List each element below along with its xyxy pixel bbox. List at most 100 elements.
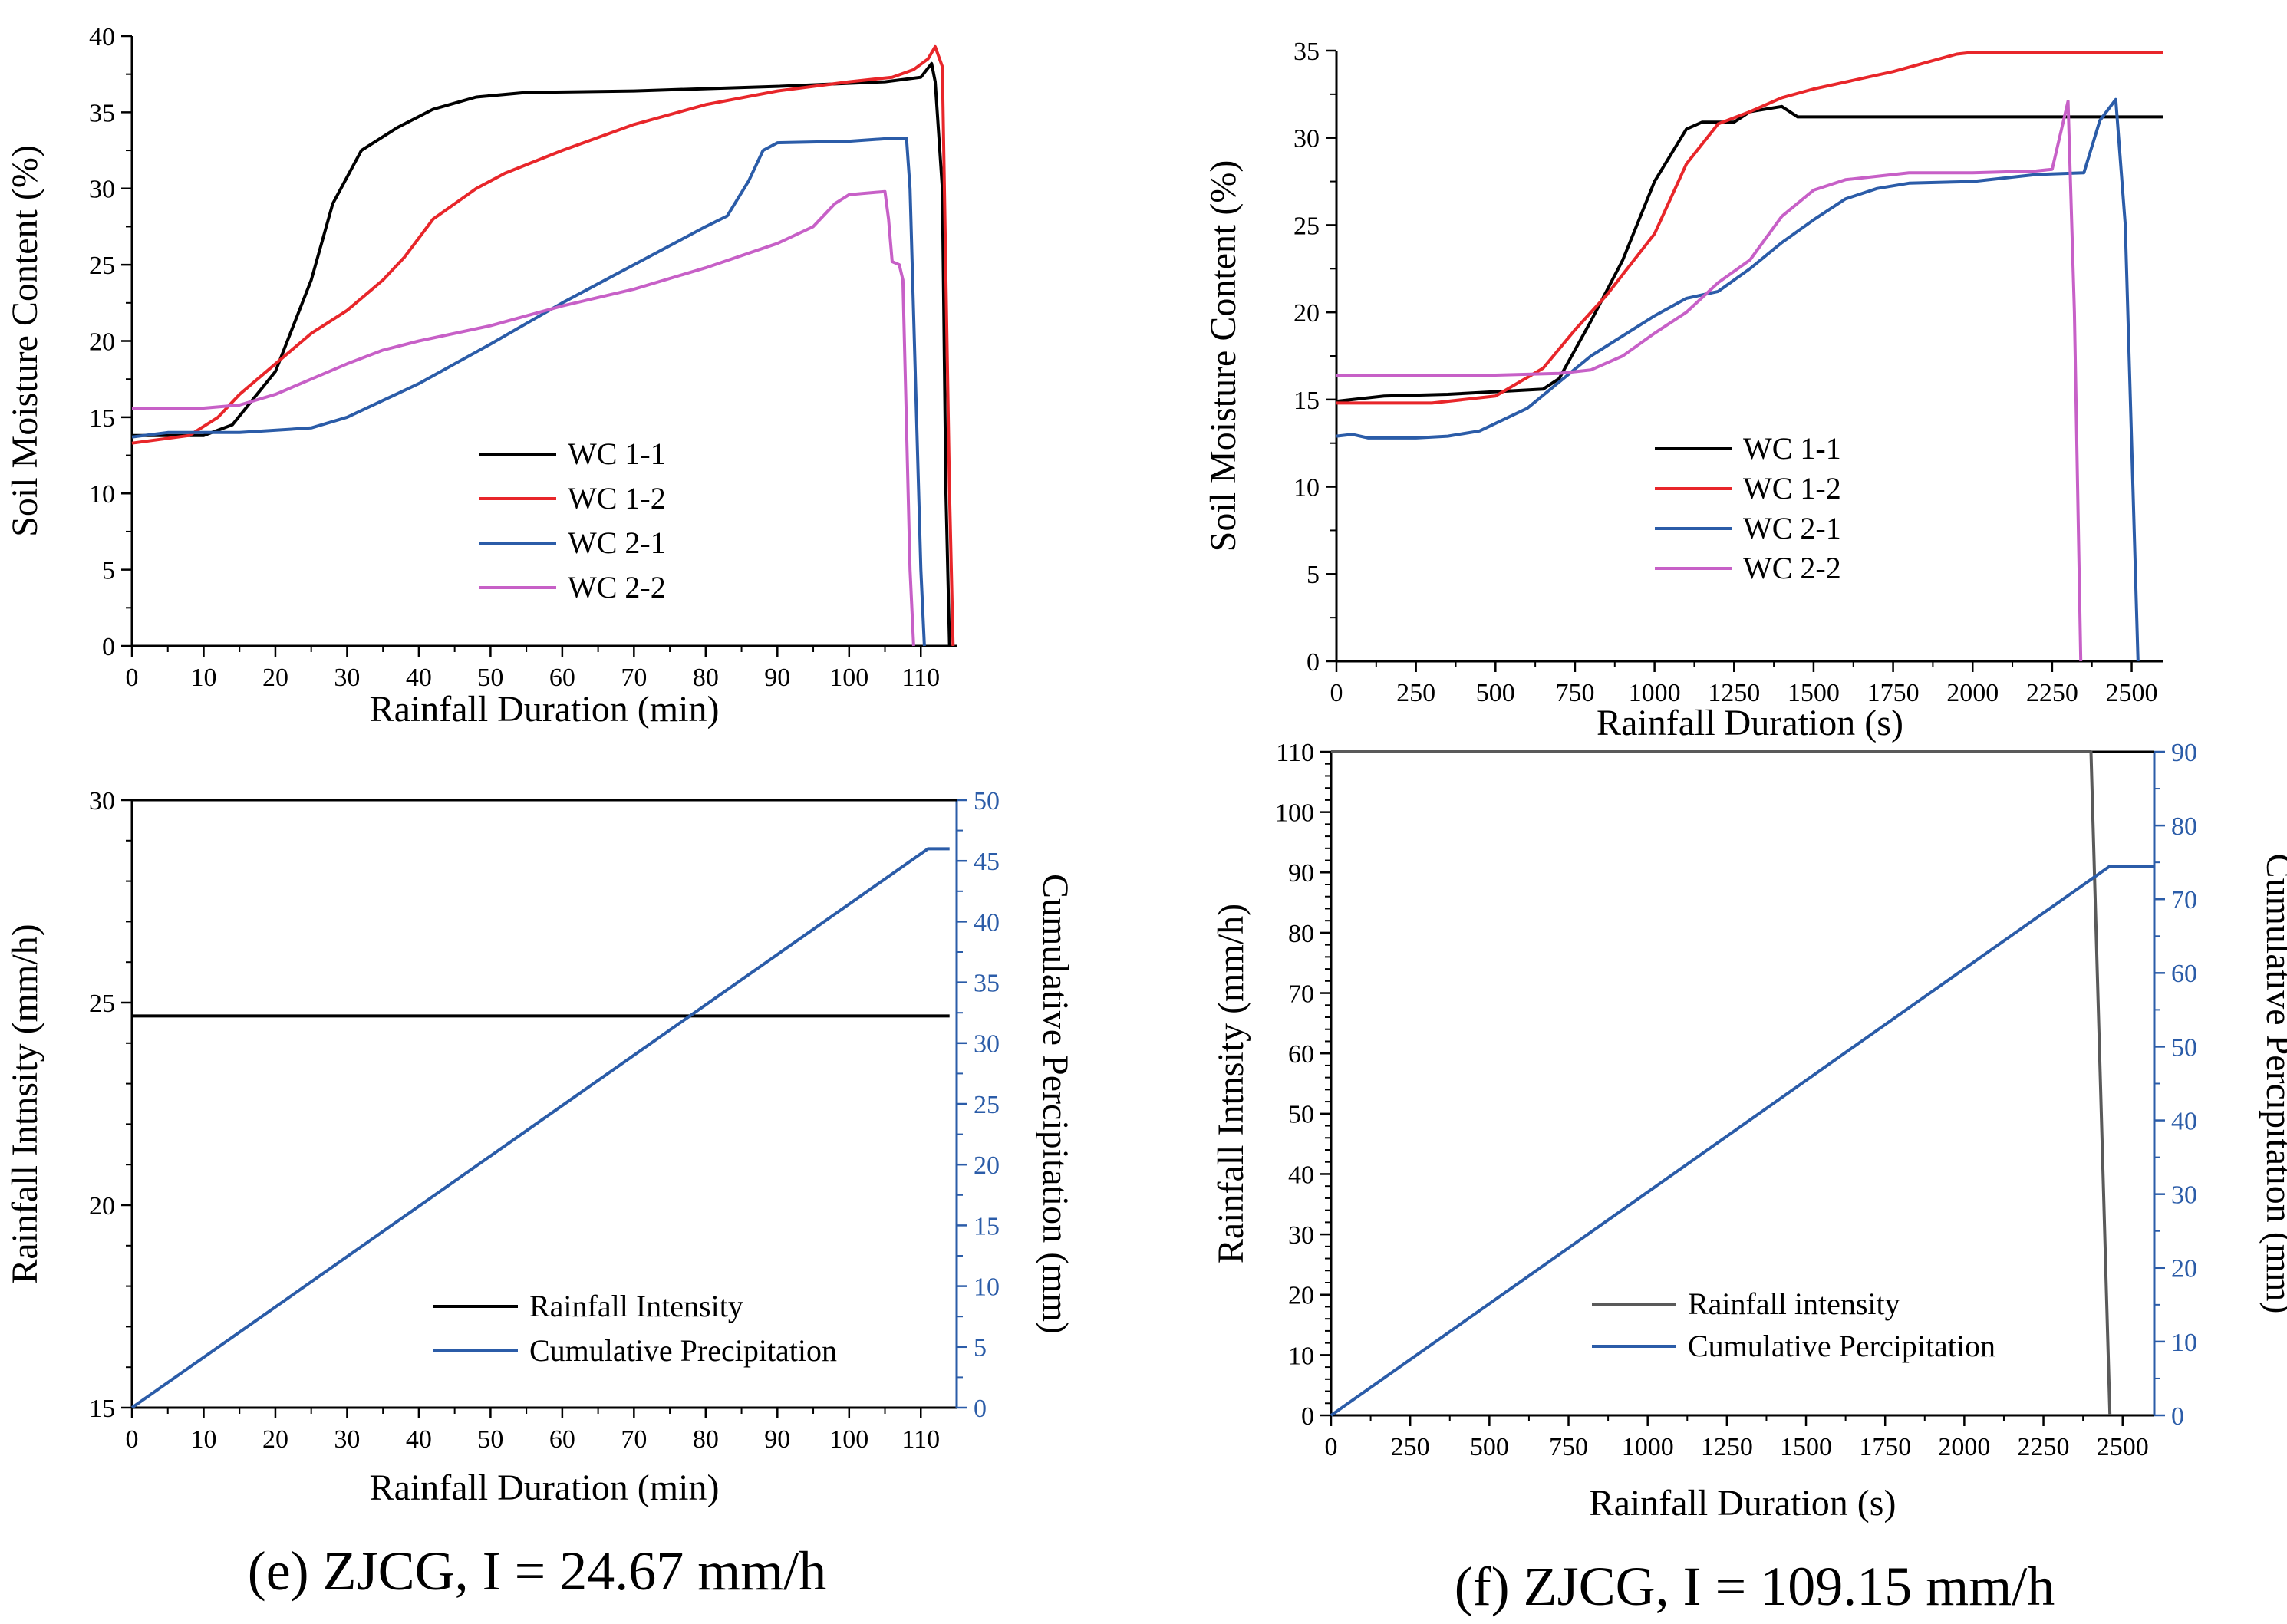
y2-tick-label: 0: [2171, 1402, 2184, 1431]
y-tick-label: 20: [89, 1192, 115, 1220]
y-axis-label: Soil Moisture Content (%): [5, 145, 45, 537]
y-tick-label: 5: [102, 557, 115, 585]
x-tick-label: 10: [190, 664, 216, 692]
series-line-cumulative-precipitation: [130, 847, 950, 1409]
x-tick-label: 0: [126, 1425, 139, 1454]
y-tick-label: 10: [89, 480, 115, 509]
x-tick-label: 2000: [1946, 679, 1999, 707]
y-tick-label: 5: [1307, 561, 1320, 589]
series-line-wc-1-1: [132, 61, 951, 647]
x-tick-label: 30: [334, 664, 360, 692]
chart-top-left: 0 10 20 30 40 50 60 70 80 90 100 110 0 5 10 15 20 25 30 35 4…: [5, 23, 957, 730]
y-tick-label: 15: [1293, 387, 1320, 415]
x-tick-label: 50: [477, 664, 503, 692]
x-tick-label: 1000: [1629, 679, 1681, 707]
x-axis-label: Rainfall Duration (min): [370, 1468, 720, 1508]
y-axis-label: Rainfall Intnsity (mm/h): [5, 924, 45, 1283]
x-tick-label: 80: [693, 1425, 719, 1454]
y2-tick-label: 35: [974, 970, 1000, 998]
legend-label: WC 2-2: [1743, 551, 1841, 585]
y2-tick-label: 30: [974, 1030, 1000, 1059]
x-tick-label: 2250: [2018, 1433, 2070, 1461]
y-tick-label: 25: [89, 990, 115, 1018]
chart-top-right: 0 250 500 750 1000 1250 1500 1750 2000 2250 2500 0 5…: [1203, 38, 2163, 743]
x-tick-label: 1500: [1788, 679, 1840, 707]
chart-bottom-left: 0 10 20 30 40 50 60 70 80 90 100 110 15 20 25 30 0 5 10 15 2…: [5, 787, 1076, 1508]
y2-tick-label: 40: [974, 908, 1000, 937]
x-tick-label: 110: [901, 664, 940, 692]
y2-tick-label: 70: [2171, 886, 2197, 914]
y-tick-label: 20: [1288, 1282, 1314, 1310]
series-line-wc-2-1: [131, 137, 926, 647]
x-tick-label: 750: [1555, 679, 1594, 707]
x-tick-label: 2250: [2026, 679, 2078, 707]
y-tick-label: 10: [1293, 473, 1320, 502]
legend-label: WC 1-2: [568, 481, 666, 516]
y-tick-label: 40: [1288, 1161, 1314, 1189]
x-tick-label: 20: [262, 664, 288, 692]
x-tick-label: 0: [1330, 679, 1343, 707]
x-tick-label: 100: [829, 664, 868, 692]
y-tick-label: 15: [89, 1395, 115, 1423]
y2-tick-label: 10: [974, 1273, 1000, 1302]
y-tick-label: 0: [1301, 1402, 1314, 1431]
y2-tick-label: 25: [974, 1091, 1000, 1119]
x-tick-label: 750: [1549, 1433, 1588, 1461]
legend-label: WC 1-1: [568, 436, 666, 471]
y2-tick-label: 50: [974, 787, 1000, 815]
y2-tick-label: 30: [2171, 1181, 2197, 1210]
x-tick-label: 0: [1325, 1433, 1338, 1461]
y2-tick-label: 90: [2171, 739, 2197, 767]
y-tick-label: 40: [89, 23, 115, 51]
x-axis-label: Rainfall Duration (s): [1590, 1483, 1896, 1524]
legend-label: WC 2-1: [568, 525, 666, 560]
x-tick-label: 1500: [1780, 1433, 1832, 1461]
y2-axis-label: Cumulative Percipitation (mm): [2259, 854, 2287, 1314]
x-tick-label: 2500: [2097, 1433, 2149, 1461]
y-tick-label: 25: [89, 252, 115, 280]
x-tick-label: 60: [549, 1425, 575, 1454]
x-tick-label: 1750: [1859, 1433, 1911, 1461]
series-line-rainfall-intensity: [1331, 750, 2112, 1416]
x-tick-label: 50: [477, 1425, 503, 1454]
y-tick-label: 35: [89, 99, 115, 127]
series-line-wc-1-2: [131, 44, 955, 647]
y-tick-label: 70: [1288, 980, 1314, 1008]
x-tick-label: 80: [693, 664, 719, 692]
y-tick-label: 30: [89, 787, 115, 815]
x-tick-label: 70: [621, 664, 647, 692]
y2-tick-label: 20: [974, 1151, 1000, 1180]
chart-bottom-right: 0 250 500 750 1000 1250 1500 1750 2000 2250 250001…: [1211, 739, 2287, 1524]
y-tick-label: 50: [1288, 1101, 1314, 1129]
y-tick-label: 30: [1288, 1221, 1314, 1250]
series-line-wc-2-2: [132, 189, 915, 647]
x-tick-label: 10: [190, 1425, 216, 1454]
x-axis-label: Rainfall Duration (s): [1597, 703, 1903, 743]
series-line-wc-2-2: [1336, 100, 2083, 662]
x-tick-label: 40: [406, 664, 432, 692]
y-tick-label: 0: [1307, 648, 1320, 677]
legend-label: WC 1-2: [1743, 471, 1841, 506]
x-tick-label: 2500: [2106, 679, 2158, 707]
y2-tick-label: 45: [974, 848, 1000, 876]
y-tick-label: 90: [1288, 859, 1314, 888]
y-tick-label: 25: [1293, 212, 1320, 240]
x-tick-label: 20: [262, 1425, 288, 1454]
y-tick-label: 0: [102, 633, 115, 661]
y2-tick-label: 60: [2171, 960, 2197, 988]
series-line-wc-1-2: [1336, 51, 2163, 405]
y2-tick-label: 40: [2171, 1107, 2197, 1135]
series-line-cumulative-percipitation: [1330, 865, 2154, 1417]
x-axis-label: Rainfall Duration (min): [370, 689, 720, 730]
x-tick-label: 500: [1470, 1433, 1509, 1461]
y2-tick-label: 20: [2171, 1255, 2197, 1283]
y2-tick-label: 15: [974, 1212, 1000, 1240]
x-tick-label: 60: [549, 664, 575, 692]
x-tick-label: 1750: [1867, 679, 1920, 707]
x-tick-label: 2000: [1938, 1433, 1990, 1461]
y-tick-label: 30: [1293, 125, 1320, 153]
y2-tick-label: 80: [2171, 812, 2197, 841]
x-tick-label: 100: [829, 1425, 868, 1454]
y2-tick-label: 0: [974, 1395, 987, 1423]
